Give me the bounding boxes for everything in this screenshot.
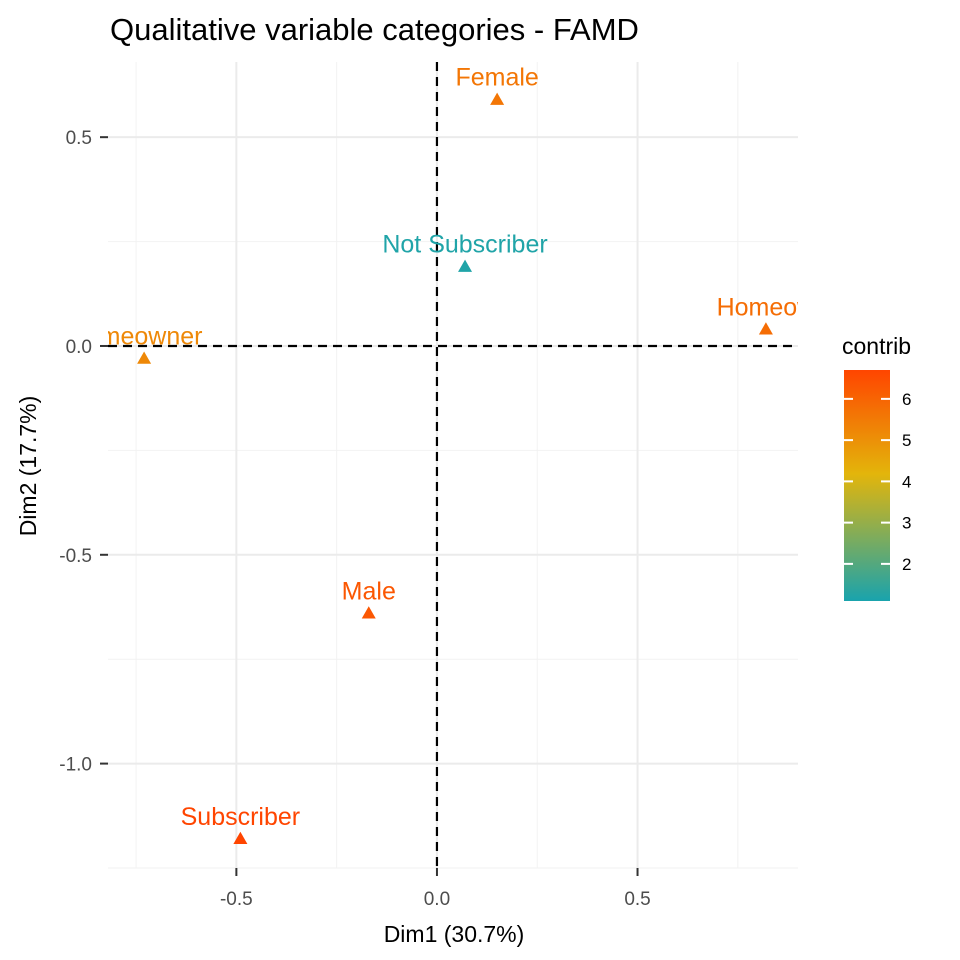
point-marker bbox=[361, 606, 376, 619]
x-axis-title: Dim1 (30.7%) bbox=[384, 921, 525, 947]
legend-tick-label: 2 bbox=[902, 555, 911, 574]
y-tick-label: 0.5 bbox=[66, 128, 92, 149]
point-marker bbox=[490, 92, 505, 105]
y-axis-title: Dim2 (17.7%) bbox=[15, 396, 41, 537]
legend-tick-label: 6 bbox=[902, 390, 911, 409]
x-tick-label: 0.5 bbox=[624, 889, 650, 910]
point-label: omeowner bbox=[86, 323, 203, 351]
plot-area bbox=[108, 62, 798, 869]
legend: contrib 2 3 4 5 6 bbox=[842, 333, 911, 601]
y-tick-label: -0.5 bbox=[59, 546, 92, 567]
point-marker bbox=[758, 322, 773, 335]
point-label: Subscriber bbox=[181, 803, 301, 831]
x-tick-label: 0.0 bbox=[424, 889, 450, 910]
legend-colorbar bbox=[844, 370, 890, 601]
legend-title: contrib bbox=[842, 333, 911, 359]
legend-tick-label: 5 bbox=[902, 431, 911, 450]
point-label: Not Subscriber bbox=[382, 231, 547, 259]
point-marker bbox=[137, 351, 152, 364]
point-label: Male bbox=[342, 577, 396, 605]
data-points: Female Not Subscriber Homeow omeowner Male Su… bbox=[86, 64, 817, 845]
axes: -0.5 0.0 0.5 0.5 0.0 -0.5 -1.0 bbox=[59, 128, 650, 910]
point-marker bbox=[458, 259, 473, 272]
y-tick-label: -1.0 bbox=[59, 755, 92, 776]
legend-tick-label: 4 bbox=[902, 472, 911, 491]
point-marker bbox=[233, 831, 248, 845]
point-label: Homeow bbox=[717, 293, 817, 321]
legend-tick-label: 3 bbox=[902, 514, 911, 533]
chart-title: Qualitative variable categories - FAMD bbox=[110, 12, 639, 47]
x-tick-label: -0.5 bbox=[220, 889, 253, 910]
y-tick-label: 0.0 bbox=[66, 337, 92, 358]
point-label: Female bbox=[455, 64, 538, 92]
